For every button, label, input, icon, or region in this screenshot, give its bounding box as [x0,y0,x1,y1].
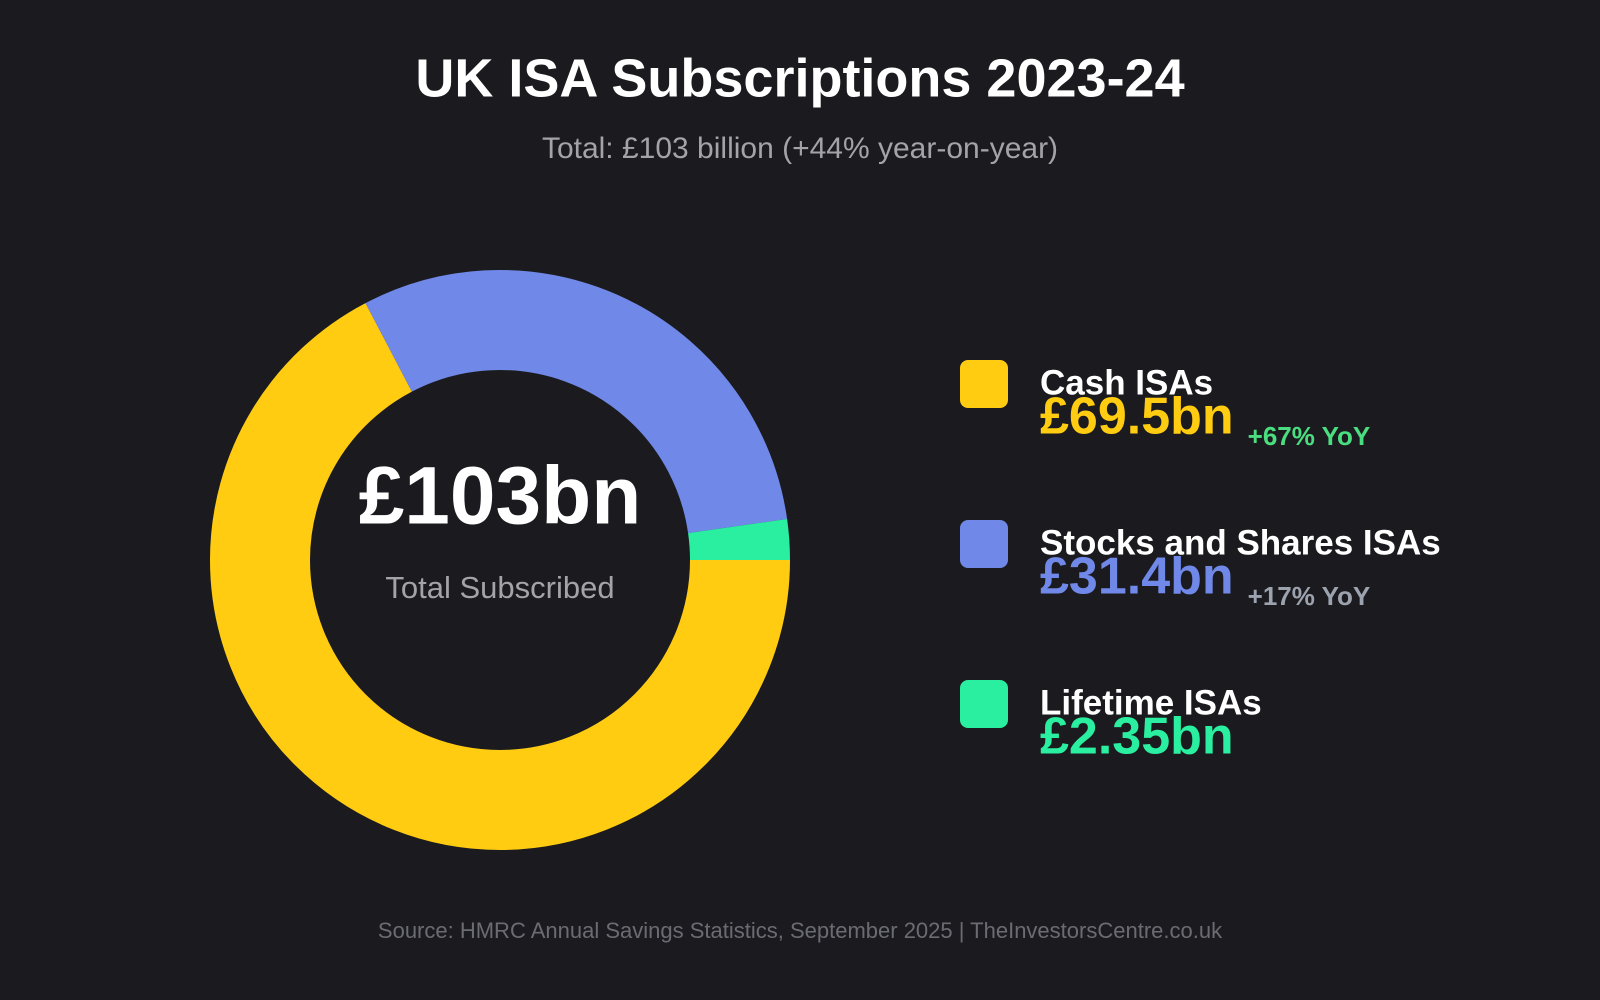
donut-segment [210,270,790,850]
legend-swatch [960,520,1008,568]
legend-label: Cash ISAs [1040,363,1213,402]
chart-subtitle: Total: £103 billion (+44% year-on-year) [542,132,1058,165]
value-label: £2.35bn [1040,708,1234,766]
change-label: +17% YoY [1248,581,1371,611]
value-label: £31.4bn [1040,548,1234,606]
legend: Cash ISAs£69.5bn +67% YoY Stocks and Share… [960,360,1441,766]
donut [210,270,790,850]
source-note: Source: HMRC Annual Savings Statistics, … [378,918,1223,943]
value-label: £69.5bn [1040,388,1234,446]
legend-swatch [960,680,1008,728]
chart-title: UK ISA Subscriptions 2023-24 [415,48,1184,108]
legend-label: Stocks and Shares ISAs [1040,523,1441,562]
legend-label: Lifetime ISAs [1040,683,1262,722]
center-sublabel: Total Subscribed [385,570,614,605]
donut-segment [210,270,790,850]
center-label: £103bn [359,451,642,542]
change-label: +67% YoY [1248,421,1371,451]
legend-swatch [960,360,1008,408]
